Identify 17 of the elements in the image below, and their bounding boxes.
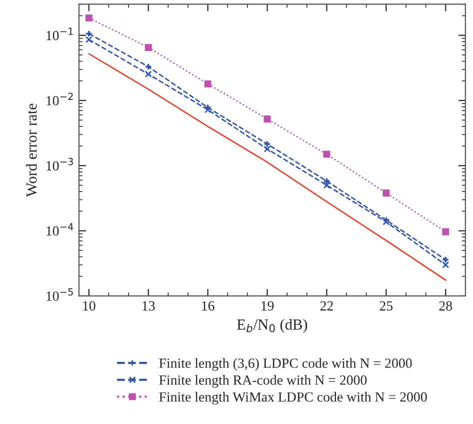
y-tick-label: 10$^{−1}$ xyxy=(46,28,73,40)
legend-label: Finite length RA-code with N = 2000 xyxy=(159,375,367,388)
y-axis-title: Word error rate xyxy=(26,104,37,197)
y-tick-label: 10$^{−2}$ xyxy=(46,92,73,106)
legend-label: Finite length WiMax LDPC code with N = 2000 xyxy=(159,392,427,405)
x-tick-label: 16 xyxy=(202,301,214,311)
legend-label: Finite length (3,6) LDPC code with N = 2000 xyxy=(159,358,412,371)
x-tick-label: 22 xyxy=(320,301,333,310)
x-tick-label: 28 xyxy=(439,301,452,311)
x-tick-label: 19 xyxy=(262,301,274,311)
x-axis-title: E$_{b}$/N$_{0}$ (dB) xyxy=(237,318,308,333)
y-tick-label: 10$^{−3}$ xyxy=(46,158,73,171)
x-tick-label: 13 xyxy=(142,301,155,311)
y-tick-label: 10$^{−4}$ xyxy=(46,223,74,236)
x-tick-label: 25 xyxy=(380,301,393,311)
x-tick-label: 10 xyxy=(83,301,96,311)
y-tick-label: 10$^{−5}$ xyxy=(46,288,73,301)
